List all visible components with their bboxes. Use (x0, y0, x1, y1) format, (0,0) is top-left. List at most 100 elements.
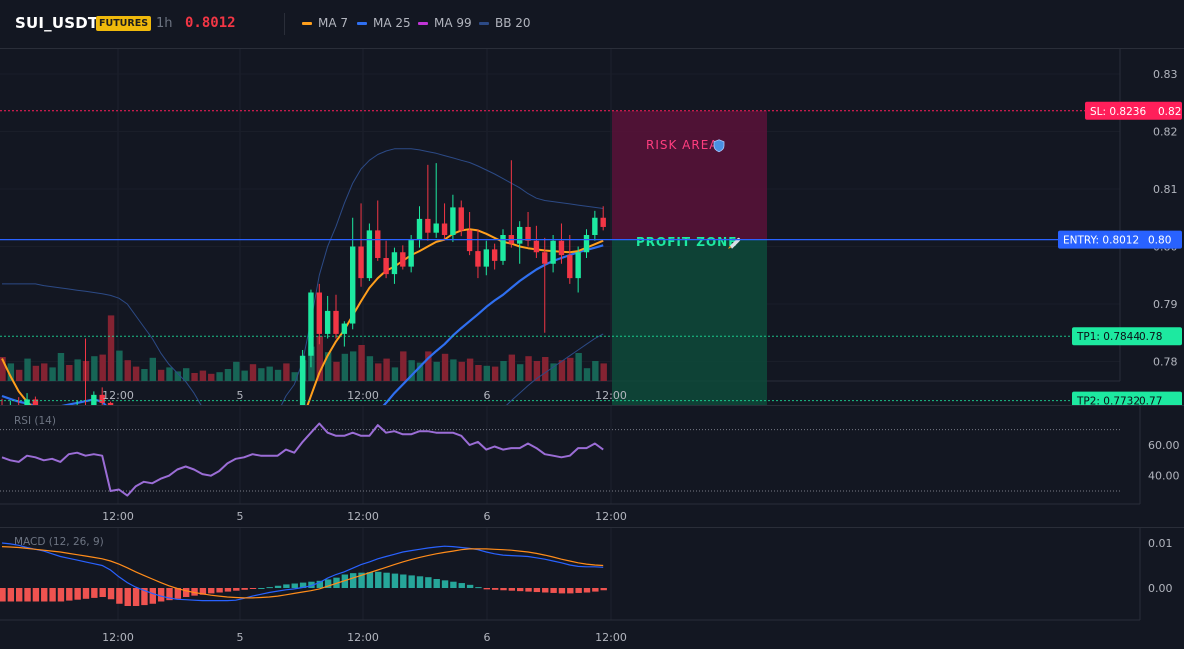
volume-bar (366, 356, 374, 381)
macd-hist-bar (592, 588, 599, 592)
price-chart[interactable]: RISK AREA PROFIT ZONE 0.83 0.82 0.81 0.80 0.7… (0, 49, 1184, 405)
volume-bar (149, 357, 156, 381)
candle-body (350, 246, 356, 324)
macd-hist-bar (249, 588, 257, 589)
futures-badge: FUTURES (96, 16, 152, 31)
rocket-flame-icon (728, 245, 731, 249)
macd-time-label: 12:00 (347, 631, 379, 644)
time-label: 12:00 (595, 389, 627, 402)
timeframe-selector[interactable]: 1h (156, 16, 173, 31)
legend-bb20-label: BB 20 (495, 16, 531, 30)
entry-price: 0.80 (1148, 235, 1171, 247)
macd-time-axis: 12:00 5 12:00 6 12:00 (102, 631, 627, 644)
volume-bar (199, 370, 207, 381)
candle-body (408, 239, 414, 267)
macd-hist-bar (183, 588, 190, 597)
macd-hist-bar (308, 581, 315, 588)
legend-ma7-label: MA 7 (318, 16, 349, 30)
volume-bar (291, 372, 298, 381)
macd-hist-bar (191, 588, 198, 596)
candle-body (517, 226, 523, 244)
macd-tick: 0.00 (1148, 582, 1173, 595)
header-separator (0, 48, 1184, 49)
sl-label-box (1085, 101, 1182, 120)
volume-bar (558, 360, 566, 381)
time-label: 12:00 (347, 389, 379, 402)
volume-bar (258, 368, 265, 381)
macd-time-label: 12:00 (102, 631, 134, 644)
candle-body (375, 230, 381, 258)
volume-bar (57, 353, 65, 381)
volume-bar (525, 356, 532, 381)
macd-hist-bar (525, 588, 532, 592)
legend-ma7[interactable]: MA 7 (302, 16, 348, 30)
volume-bar (274, 369, 282, 381)
volume-bar (32, 365, 40, 381)
rsi-time-label: 12:00 (595, 510, 627, 523)
macd-hist-bar (116, 588, 123, 604)
macd-hist-bar (216, 588, 223, 593)
volume-bar (466, 358, 474, 381)
macd-hist-bar (400, 574, 407, 588)
volume-bar (491, 366, 499, 381)
volume-bar (416, 362, 424, 381)
macd-hist-bar (517, 588, 524, 592)
price-axis[interactable]: 0.830.820.810.800.790.780.770.760.750.74… (1058, 68, 1182, 405)
candles[interactable] (0, 160, 606, 405)
macd-pane[interactable]: MACD (12, 26, 9) 0.010.00 12:00 5 12:00 6 12… (0, 528, 1184, 649)
legend-bb20[interactable]: BB 20 (479, 16, 531, 30)
volume-bar (283, 363, 290, 381)
macd-hist-bar (324, 579, 332, 588)
macd-time-label: 5 (237, 631, 244, 644)
rsi-pane[interactable]: RSI (14) 60.00 40.00 12:00 5 12:00 6 12:00 (0, 406, 1184, 527)
legend-ma25[interactable]: MA 25 (357, 16, 411, 30)
macd-hist-bar (241, 588, 248, 590)
macd-hist-bar (391, 573, 399, 588)
candle-body (308, 292, 314, 356)
volume-bar (508, 354, 516, 381)
rsi-tick: 40.00 (1148, 470, 1180, 483)
symbol-name[interactable]: SUI_USDT (15, 14, 99, 32)
candle-body (433, 223, 439, 233)
volume-bar (375, 363, 382, 381)
macd-hist-bar (425, 577, 432, 588)
macd-hist-bar (558, 588, 566, 594)
time-label: 12:00 (102, 389, 134, 402)
volume-bar (383, 358, 390, 381)
macd-tick: 0.01 (1148, 537, 1173, 550)
risk-area (612, 110, 767, 240)
sl-label: SL: 0.8236 (1090, 106, 1146, 118)
volume-bar (500, 361, 507, 381)
macd-title: MACD (12, 26, 9) (14, 536, 104, 548)
candle-body (441, 223, 448, 235)
candle-body (358, 246, 364, 279)
volume-bar (249, 364, 257, 381)
legend-ma99[interactable]: MA 99 (418, 16, 472, 30)
macd-hist-bar (208, 588, 215, 594)
rsi-time-label: 6 (484, 510, 491, 523)
macd-grid (0, 528, 1141, 621)
macd-hist-bar (274, 585, 282, 588)
volume-bar (517, 364, 524, 381)
volume-bar (208, 373, 215, 381)
volume-bar (600, 363, 607, 381)
volume-bar (49, 367, 56, 381)
volume-bar (450, 359, 457, 381)
price-tick: 0.78 (1153, 356, 1178, 369)
macd-hist-bar (124, 588, 131, 606)
volume-bar (583, 368, 591, 381)
volume-bar (550, 363, 557, 381)
volume-bar (74, 359, 81, 381)
macd-hist-bar (157, 588, 165, 602)
volume-bar (324, 352, 332, 381)
profit-zone (612, 239, 767, 405)
macd-hist-bar (450, 581, 457, 588)
volume-bar (91, 356, 98, 381)
volume-bar (99, 354, 106, 381)
candle-body (366, 230, 373, 279)
macd-hist-bar (66, 588, 73, 601)
volume-bar (425, 351, 432, 381)
candle-body (600, 217, 606, 227)
time-axis[interactable]: 12:00 5 12:00 6 12:00 (102, 389, 627, 402)
macd-hist-bar (508, 588, 516, 591)
